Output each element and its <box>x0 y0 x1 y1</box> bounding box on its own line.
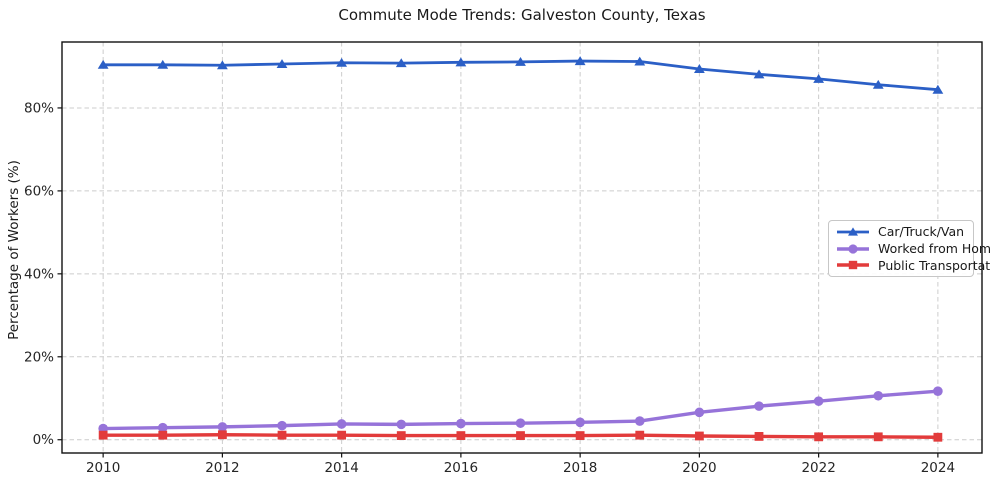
y-tick-label: 60% <box>24 183 54 199</box>
legend-label: Car/Truck/Van <box>878 224 965 240</box>
chart-title: Commute Mode Trends: Galveston County, T… <box>338 6 706 24</box>
legend-square-marker-icon <box>837 260 869 270</box>
legend-item-public-transportation: Public Transportation <box>836 257 990 273</box>
data-point-car-truck-van <box>216 60 228 70</box>
data-point-public-transportation <box>575 431 585 440</box>
data-point-public-transportation <box>873 432 883 442</box>
x-tick-label: 2018 <box>563 460 597 476</box>
data-point-public-transportation <box>635 430 645 440</box>
data-point-worked-from-home <box>933 386 943 397</box>
x-tick-label: 2012 <box>205 460 239 476</box>
legend-label: Worked from Home <box>878 241 990 256</box>
data-point-car-truck-van <box>157 59 169 69</box>
data-point-car-truck-van <box>574 56 586 66</box>
data-point-public-transportation <box>516 431 525 440</box>
data-point-public-transportation <box>277 430 287 440</box>
data-point-public-transportation <box>814 432 824 442</box>
x-tick-label: 2020 <box>682 460 716 476</box>
x-tick-label: 2010 <box>86 460 120 476</box>
data-point-car-truck-van <box>932 84 944 94</box>
data-point-car-truck-van <box>753 69 765 79</box>
x-tick-label: 2022 <box>801 460 835 476</box>
data-point-car-truck-van <box>634 56 646 66</box>
y-tick-label: 80% <box>24 100 54 116</box>
legend-item-worked-from-home: Worked from Home <box>836 241 990 257</box>
data-point-public-transportation <box>158 430 168 440</box>
data-point-public-transportation <box>754 432 764 441</box>
data-point-worked-from-home <box>634 416 645 426</box>
legend-label: Public Transportation <box>878 257 990 273</box>
x-tick-label: 2024 <box>921 460 955 476</box>
data-point-car-truck-van <box>97 59 109 69</box>
y-tick-label: 20% <box>24 349 54 365</box>
data-point-worked-from-home <box>575 417 585 428</box>
x-tick-label: 2016 <box>444 460 478 476</box>
data-point-car-truck-van <box>515 57 526 66</box>
data-point-worked-from-home <box>217 422 228 432</box>
data-point-car-truck-van <box>693 64 705 73</box>
data-point-car-truck-van <box>872 79 884 89</box>
data-point-car-truck-van <box>813 74 825 83</box>
data-point-public-transportation <box>396 431 406 440</box>
y-tick-label: 0% <box>33 432 55 448</box>
data-point-worked-from-home <box>754 401 764 411</box>
data-point-worked-from-home <box>456 418 466 429</box>
data-point-worked-from-home <box>277 420 287 431</box>
data-point-worked-from-home <box>336 419 347 429</box>
data-point-public-transportation <box>933 432 943 442</box>
legend: Car/Truck/Van Worked from Home Public Tran… <box>828 220 990 277</box>
data-point-public-transportation <box>217 430 227 440</box>
data-point-worked-from-home <box>694 407 705 418</box>
plot-border <box>61 41 983 454</box>
y-tick-label: 40% <box>24 266 54 282</box>
data-point-worked-from-home <box>873 390 884 401</box>
data-point-car-truck-van <box>336 57 348 67</box>
x-tick-label: 2014 <box>324 460 358 476</box>
data-point-worked-from-home <box>396 419 407 430</box>
legend-circle-marker-icon <box>837 243 869 254</box>
data-point-public-transportation <box>456 431 466 440</box>
data-point-public-transportation <box>337 430 347 440</box>
data-point-car-truck-van <box>276 59 288 68</box>
data-point-worked-from-home <box>813 396 824 406</box>
legend-item-car-truck-van: Car/Truck/Van <box>836 224 967 240</box>
legend-triangle-marker-icon <box>837 227 869 236</box>
data-point-worked-from-home <box>515 418 526 428</box>
data-point-car-truck-van <box>455 57 467 67</box>
data-point-worked-from-home <box>157 422 168 433</box>
data-point-public-transportation <box>694 431 704 441</box>
data-point-public-transportation <box>98 430 108 440</box>
data-point-car-truck-van <box>395 58 407 68</box>
